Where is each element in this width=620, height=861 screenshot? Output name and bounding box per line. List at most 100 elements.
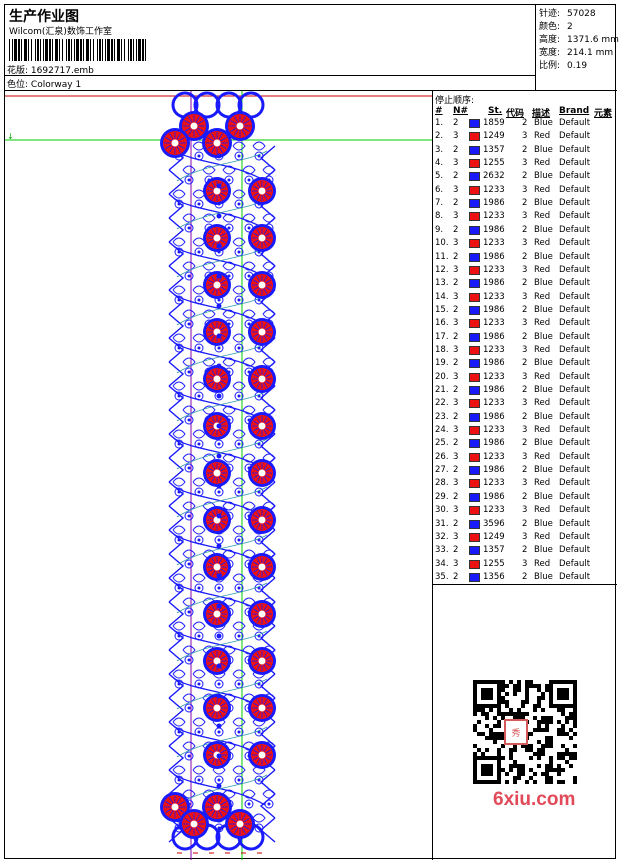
- stop-row: 15. 2 1986 2 Blue Default: [433, 304, 617, 317]
- stop-stitches: 1233: [483, 371, 505, 382]
- stop-index: 25.: [435, 438, 449, 449]
- stop-color-swatch: [469, 519, 480, 529]
- embroidery-pattern: ↓: [5, 91, 432, 860]
- stop-code: 2: [522, 278, 528, 289]
- stop-description: Red: [534, 505, 551, 516]
- stop-index: 16.: [435, 318, 449, 329]
- stop-color-swatch: [469, 172, 480, 182]
- stop-description: Red: [534, 131, 551, 142]
- stop-row: 29. 2 1986 2 Blue Default: [433, 491, 617, 504]
- stop-stitches: 1986: [483, 358, 505, 369]
- qr-code: 秀 6xiu.com: [469, 676, 581, 810]
- stop-stitches: 1986: [483, 198, 505, 209]
- stop-stitches: 3596: [483, 518, 505, 529]
- stop-description: Red: [534, 478, 551, 489]
- stop-code: 2: [522, 545, 528, 556]
- stop-needle: 3: [453, 238, 459, 249]
- stop-index: 10.: [435, 238, 449, 249]
- stop-stitches: 1249: [483, 531, 505, 542]
- stop-row: 1. 2 1859 2 Blue Default: [433, 117, 617, 130]
- stop-index: 17.: [435, 331, 449, 342]
- stop-color-swatch: [469, 212, 480, 222]
- stop-index: 22.: [435, 398, 449, 409]
- colorway: 色位: Colorway 1: [7, 77, 81, 90]
- design-label: 花版:: [7, 66, 29, 76]
- stop-color-swatch: [469, 345, 480, 355]
- stop-color-swatch: [469, 359, 480, 369]
- stop-index: 5.: [435, 171, 444, 182]
- stop-stitches: 1233: [483, 291, 505, 302]
- stop-stitches: 1233: [483, 264, 505, 275]
- stop-row: 10. 3 1233 3 Red Default: [433, 237, 617, 250]
- stop-description: Blue: [534, 491, 553, 502]
- stop-description: Red: [534, 398, 551, 409]
- stop-stitches: 1859: [483, 118, 505, 128]
- stop-code: 3: [522, 505, 528, 516]
- stop-needle: 3: [453, 425, 459, 436]
- stop-needle: 2: [453, 465, 459, 476]
- stop-brand: Default: [559, 425, 591, 436]
- stop-stitches: 1255: [483, 558, 505, 569]
- stat-scale: 比例: 0.19: [539, 61, 588, 71]
- stop-index: 33.: [435, 545, 449, 556]
- stop-brand: Default: [559, 278, 591, 289]
- stop-code: 2: [522, 224, 528, 235]
- stop-brand: Default: [559, 171, 591, 182]
- stop-needle: 2: [453, 171, 459, 182]
- stop-row: 14. 3 1233 3 Red Default: [433, 291, 617, 304]
- stop-index: 12.: [435, 264, 449, 275]
- stop-stitches: 1255: [483, 158, 505, 169]
- stop-index: 31.: [435, 518, 449, 529]
- stop-stitches: 1233: [483, 344, 505, 355]
- stop-description: Red: [534, 318, 551, 329]
- stop-stitches: 1233: [483, 425, 505, 436]
- stop-brand: Default: [559, 118, 591, 128]
- stop-row: 6. 3 1233 3 Red Default: [433, 184, 617, 197]
- stop-needle: 2: [453, 278, 459, 289]
- stop-row: 30. 3 1233 3 Red Default: [433, 504, 617, 517]
- stop-needle: 3: [453, 531, 459, 542]
- stop-code: 3: [522, 371, 528, 382]
- qr-code-panel: 秀 6xiu.com: [433, 585, 617, 860]
- stop-sequence-title: 停止顺序:: [435, 96, 475, 106]
- stop-color-swatch: [469, 559, 480, 569]
- stop-row: 34. 3 1255 3 Red Default: [433, 558, 617, 571]
- stop-description: Blue: [534, 251, 553, 262]
- watermark-text: 6xiu.com: [493, 789, 575, 810]
- stop-brand: Default: [559, 358, 591, 369]
- stop-description: Red: [534, 158, 551, 169]
- stat-colors: 颜色: 2: [539, 22, 573, 32]
- stop-description: Blue: [534, 358, 553, 369]
- stop-stitches: 1233: [483, 398, 505, 409]
- col-header-index: #: [435, 106, 443, 116]
- stop-stitches: 1357: [483, 545, 505, 556]
- stop-index: 34.: [435, 558, 449, 569]
- stop-row: 16. 3 1233 3 Red Default: [433, 317, 617, 330]
- production-worksheet: 生产作业图 Wilcom(汇泉)数饰工作室 花版: 1692717.emb 色位…: [4, 4, 619, 860]
- stop-row: 19. 2 1986 2 Blue Default: [433, 357, 617, 370]
- stop-code: 3: [522, 531, 528, 542]
- stop-index: 4.: [435, 158, 444, 169]
- stop-index: 11.: [435, 251, 449, 262]
- stop-needle: 2: [453, 198, 459, 209]
- stop-color-swatch: [469, 319, 480, 329]
- stop-description: Blue: [534, 518, 553, 529]
- stop-description: Blue: [534, 331, 553, 342]
- stop-row: 3. 2 1357 2 Blue Default: [433, 144, 617, 157]
- stop-index: 8.: [435, 211, 444, 222]
- stop-code: 2: [522, 438, 528, 449]
- stop-index: 1.: [435, 118, 444, 128]
- stop-description: Blue: [534, 278, 553, 289]
- stop-code: 3: [522, 425, 528, 436]
- stop-code: 3: [522, 318, 528, 329]
- stop-needle: 2: [453, 118, 459, 128]
- stop-index: 20.: [435, 371, 449, 382]
- stop-row: 9. 2 1986 2 Blue Default: [433, 224, 617, 237]
- stop-needle: 2: [453, 438, 459, 449]
- stop-brand: Default: [559, 505, 591, 516]
- stop-brand: Default: [559, 491, 591, 502]
- stop-needle: 3: [453, 184, 459, 195]
- stop-color-swatch: [469, 252, 480, 262]
- stop-brand: Default: [559, 571, 591, 582]
- stop-brand: Default: [559, 264, 591, 275]
